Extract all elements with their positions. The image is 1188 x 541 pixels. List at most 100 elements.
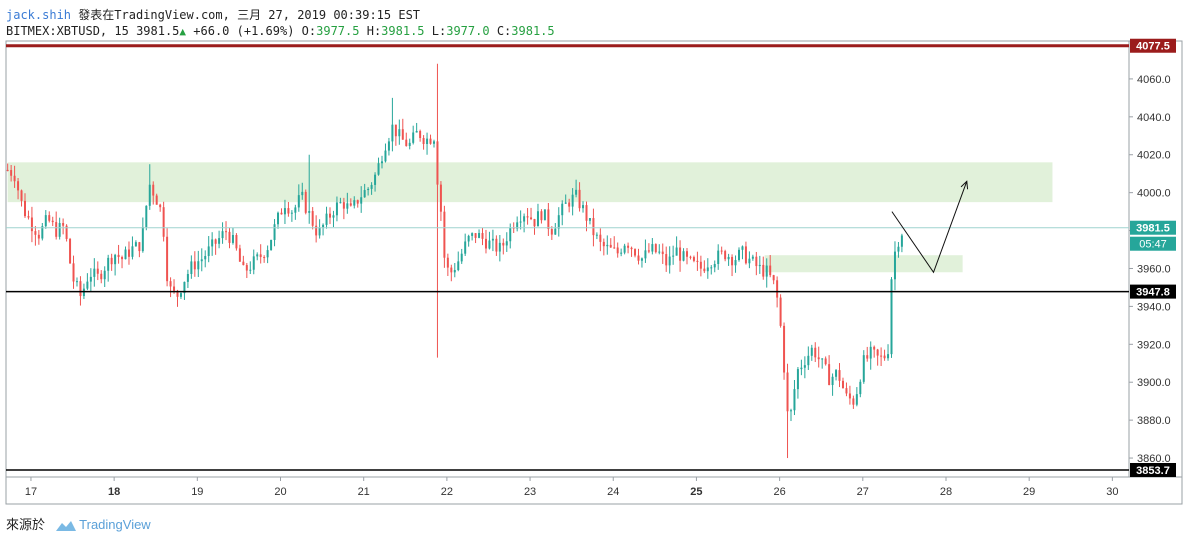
symbol-label: BITMEX:XBTUSD, 15 [6,24,129,38]
candle-body [37,234,40,239]
candle-body [183,281,186,294]
candle-body [30,217,33,232]
candle-body [821,358,824,360]
candle-body [58,223,61,237]
supply-demand-zone-1 [764,255,963,273]
candle-body [835,370,838,377]
low-value: 3977.0 [446,24,490,38]
candle-body [613,247,616,249]
tradingview-brand[interactable]: TradingView [79,517,151,532]
open-value: 3977.5 [316,24,360,38]
candle-body [339,202,342,204]
y-tick-label: 4060.0 [1137,74,1171,86]
candle-body [640,258,643,261]
candle-body [606,244,609,247]
candle-body [370,184,373,189]
x-tick-label: 18 [108,486,120,498]
time-axis[interactable]: 17 18 19 20 21 22 23 24 25 26 27 28 29 30 [25,477,1119,498]
candle-body [349,203,352,206]
open-label: O: [301,24,317,38]
candle-body [96,268,99,274]
candle-body [561,203,564,216]
candle-body [848,393,851,399]
candle-body [616,247,619,254]
candle-body [810,347,813,356]
candle-body [634,249,637,256]
candle-body [207,246,210,257]
top-level-tag: 4077.5 [1136,41,1170,53]
candle-body [453,270,456,273]
candle-body [280,212,283,215]
candle-body [852,398,855,405]
candle-body [495,238,498,252]
candle-body [179,293,182,297]
candle-body [772,275,775,281]
candle-body [304,191,307,213]
candle-body [807,355,810,366]
author-name[interactable]: jack.shih [6,8,72,22]
candle-body [602,241,605,247]
candle-body [588,218,591,221]
up-arrow-icon: ▲ [179,25,187,38]
candle-body [516,222,519,229]
candle-body [481,233,484,239]
x-tick-label: 28 [940,486,952,498]
arrowhead-icon [960,180,969,190]
candle-body [166,236,169,282]
candle-body [876,349,879,356]
candle-body [287,208,290,214]
candle-body [169,281,172,287]
candle-body [426,138,429,145]
candle-body [582,205,585,209]
candle-body [769,265,772,276]
candle-body [48,215,51,221]
candle-body [335,202,338,216]
candle-body [318,227,321,236]
candle-body [533,219,536,227]
countdown-tag: 05:47 [1139,239,1167,251]
candle-body [374,174,377,185]
footer: 來源於 TradingView [6,514,151,533]
candle-body [325,213,328,225]
candle-body [93,268,96,277]
candle-body [536,211,539,227]
last-price: 3981.5 [136,24,180,38]
candle-body [17,181,20,191]
candle-body [609,244,612,248]
candle-body [134,242,137,247]
y-tick-label: 3860.0 [1137,453,1171,465]
candle-body [557,215,560,229]
price-axis[interactable]: 3860.03880.03900.03920.03940.03960.03980… [1129,74,1171,465]
level-lines-layer [6,44,1129,471]
candle-body [41,226,44,239]
candle-body [228,231,231,243]
candle-body [498,242,501,252]
candle-body [793,389,796,411]
candle-body [703,268,706,272]
high-label: H: [366,24,382,38]
candle-body [543,209,546,221]
candle-body [173,286,176,291]
chart-header-line1: jack.shih 發表在TradingView.com, 三月 27, 201… [6,6,420,23]
candle-body [6,169,9,171]
candle-body [509,227,512,242]
candle-body [800,367,803,370]
candle-body [439,184,442,212]
candle-body [706,267,709,272]
candle-body [148,184,151,206]
candle-body [273,224,276,240]
candle-body [270,239,273,251]
candle-body [828,364,831,386]
chart-header-line2: BITMEX:XBTUSD, 15 3981.5▲ +66.0 (+1.69%)… [6,24,555,38]
candle-body [422,138,425,145]
candle-body [55,222,58,237]
candle-body [699,261,702,269]
candle-body [408,142,411,146]
candle-body [585,205,588,221]
candle-body [394,124,397,137]
candle-body [866,355,869,359]
plot-frame [5,40,1183,505]
x-tick-label: 27 [857,486,869,498]
candle-body [748,258,751,264]
